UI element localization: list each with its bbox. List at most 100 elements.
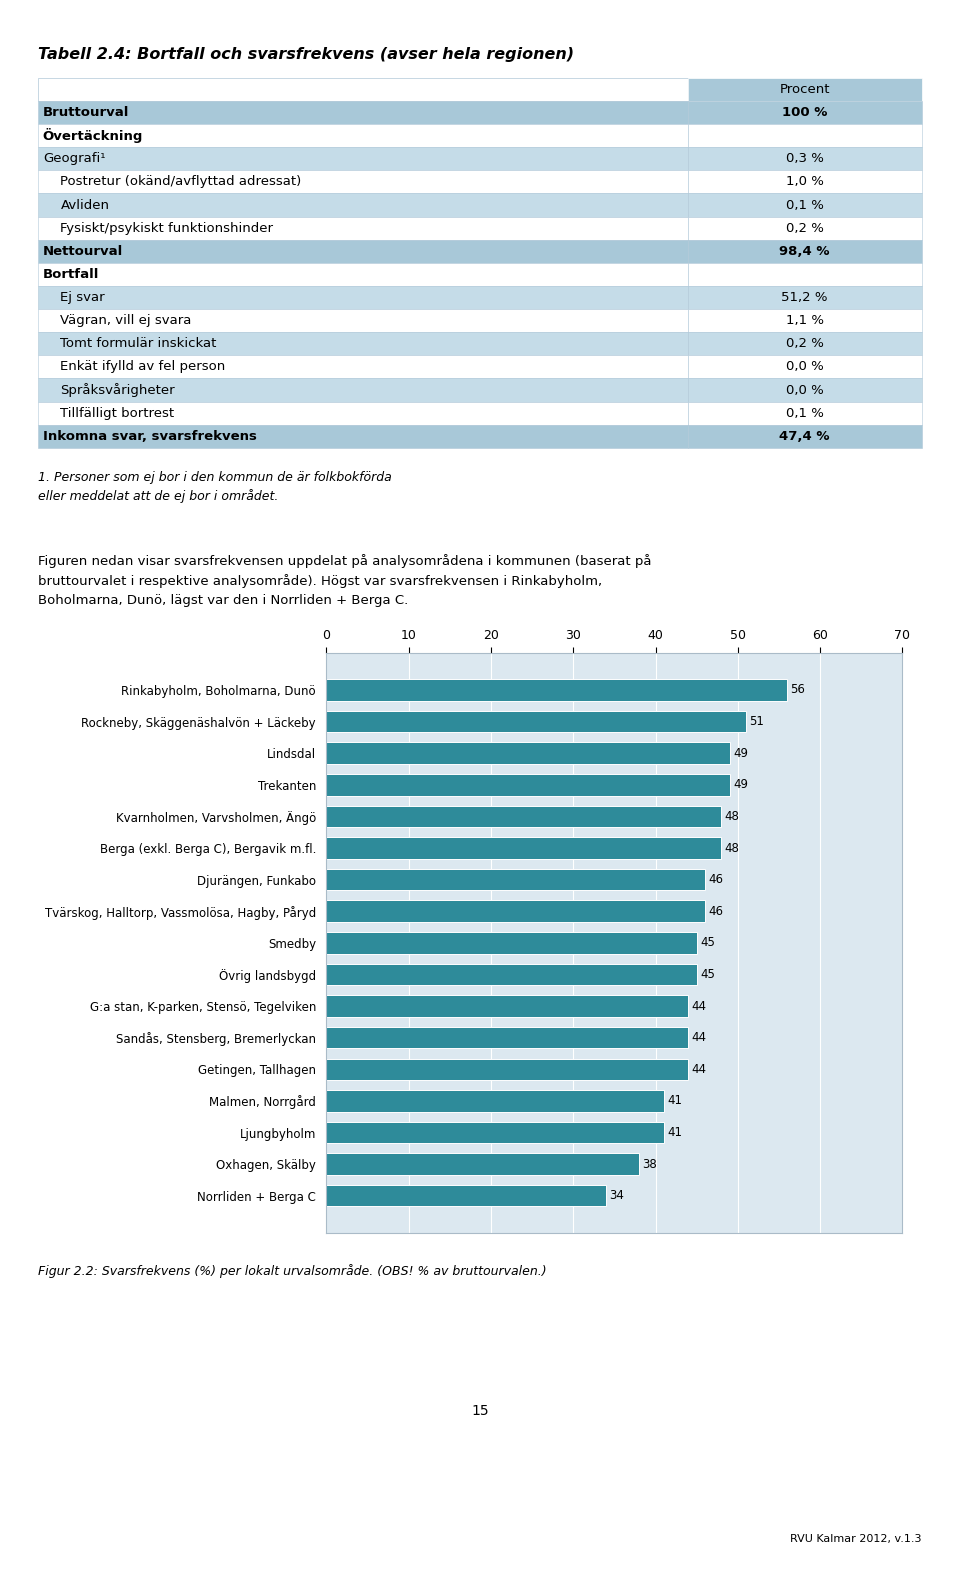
Text: 41: 41: [667, 1094, 682, 1107]
Text: RVU Kalmar 2012, v.1.3: RVU Kalmar 2012, v.1.3: [790, 1534, 922, 1544]
Text: 56: 56: [790, 684, 805, 697]
Text: 15: 15: [471, 1404, 489, 1418]
Text: Inkomna svar, svarsfrekvens: Inkomna svar, svarsfrekvens: [43, 429, 256, 443]
Text: Fysiskt/psykiskt funktionshinder: Fysiskt/psykiskt funktionshinder: [60, 222, 274, 234]
Text: Tomt formulär inskickat: Tomt formulär inskickat: [60, 337, 217, 351]
Bar: [326, 931, 697, 954]
Text: 46: 46: [708, 872, 723, 887]
Bar: [687, 147, 922, 171]
Text: Övertäckning: Övertäckning: [43, 128, 143, 144]
Bar: [38, 332, 687, 356]
Text: 0,2 %: 0,2 %: [785, 337, 824, 351]
Bar: [687, 286, 922, 309]
Bar: [687, 193, 922, 217]
Text: Tillfälligt bortrest: Tillfälligt bortrest: [60, 407, 175, 419]
Bar: [687, 100, 922, 124]
Bar: [38, 263, 687, 286]
Bar: [38, 124, 687, 147]
Bar: [687, 378, 922, 402]
Bar: [326, 1089, 663, 1112]
Text: 47,4 %: 47,4 %: [780, 429, 829, 443]
Text: Bortfall: Bortfall: [43, 268, 99, 281]
Text: 48: 48: [725, 810, 739, 823]
Bar: [38, 378, 687, 402]
Bar: [326, 837, 721, 858]
Text: Figuren nedan visar svarsfrekvensen uppdelat på analysområdena i kommunen (baser: Figuren nedan visar svarsfrekvensen uppd…: [38, 555, 652, 606]
Bar: [326, 679, 787, 700]
Text: 100 %: 100 %: [781, 105, 828, 120]
Bar: [38, 78, 687, 100]
Text: 44: 44: [692, 1062, 707, 1075]
Bar: [687, 332, 922, 356]
Text: 44: 44: [692, 1000, 707, 1013]
Text: 0,3 %: 0,3 %: [785, 152, 824, 166]
Bar: [326, 711, 746, 732]
Bar: [687, 263, 922, 286]
Bar: [326, 774, 730, 796]
Text: Tabell 2.4: Bortfall och svarsfrekvens (avser hela regionen): Tabell 2.4: Bortfall och svarsfrekvens (…: [38, 48, 574, 62]
Bar: [687, 424, 922, 448]
Bar: [38, 402, 687, 424]
Text: Geografi¹: Geografi¹: [43, 152, 106, 166]
Bar: [38, 171, 687, 193]
Bar: [38, 217, 687, 239]
Bar: [38, 356, 687, 378]
Bar: [38, 239, 687, 263]
Bar: [687, 402, 922, 424]
Bar: [326, 869, 705, 890]
Text: 45: 45: [700, 936, 715, 949]
Text: 45: 45: [700, 968, 715, 981]
Text: 48: 48: [725, 842, 739, 855]
Text: Postretur (okänd/avflyttad adressat): Postretur (okänd/avflyttad adressat): [60, 175, 301, 188]
Text: Nettourval: Nettourval: [43, 244, 123, 258]
Text: 44: 44: [692, 1032, 707, 1045]
Text: 1,0 %: 1,0 %: [785, 175, 824, 188]
Bar: [326, 995, 688, 1018]
Text: 98,4 %: 98,4 %: [780, 244, 829, 258]
Bar: [326, 1153, 639, 1176]
Text: 0,0 %: 0,0 %: [785, 383, 824, 397]
Text: Språksvårigheter: Språksvårigheter: [60, 383, 175, 397]
Text: 46: 46: [708, 904, 723, 917]
Bar: [38, 100, 687, 124]
Bar: [38, 424, 687, 448]
Text: 49: 49: [732, 746, 748, 759]
Text: 0,0 %: 0,0 %: [785, 360, 824, 373]
Text: 51: 51: [750, 715, 764, 727]
Text: Procent: Procent: [780, 83, 829, 96]
Bar: [687, 78, 922, 100]
Bar: [687, 217, 922, 239]
Bar: [326, 1121, 663, 1144]
Text: 0,1 %: 0,1 %: [785, 407, 824, 419]
Text: Enkät ifylld av fel person: Enkät ifylld av fel person: [60, 360, 226, 373]
Bar: [687, 124, 922, 147]
Text: 34: 34: [610, 1190, 624, 1203]
Bar: [38, 193, 687, 217]
Bar: [326, 1059, 688, 1080]
Text: 49: 49: [732, 778, 748, 791]
Text: Avliden: Avliden: [60, 198, 109, 212]
Text: Bruttourval: Bruttourval: [43, 105, 130, 120]
Bar: [326, 805, 721, 828]
Bar: [326, 1027, 688, 1048]
Text: 1. Personer som ej bor i den kommun de är folkbokförda
eller meddelat att de ej : 1. Personer som ej bor i den kommun de ä…: [38, 471, 392, 502]
Bar: [38, 309, 687, 332]
Bar: [38, 286, 687, 309]
Text: Vägran, vill ej svara: Vägran, vill ej svara: [60, 314, 192, 327]
Bar: [687, 309, 922, 332]
Text: Figur 2.2: Svarsfrekvens (%) per lokalt urvalsområde. (OBS! % av bruttourvalen.): Figur 2.2: Svarsfrekvens (%) per lokalt …: [38, 1265, 547, 1278]
Bar: [687, 171, 922, 193]
Text: 51,2 %: 51,2 %: [781, 290, 828, 305]
Bar: [326, 963, 697, 986]
Bar: [326, 1185, 606, 1206]
Bar: [687, 239, 922, 263]
Bar: [687, 356, 922, 378]
Text: 0,1 %: 0,1 %: [785, 198, 824, 212]
Bar: [326, 901, 705, 922]
Bar: [326, 742, 730, 764]
Text: 1,1 %: 1,1 %: [785, 314, 824, 327]
Text: Ej svar: Ej svar: [60, 290, 105, 305]
Bar: [38, 147, 687, 171]
Text: 38: 38: [642, 1158, 658, 1171]
Text: 0,2 %: 0,2 %: [785, 222, 824, 234]
